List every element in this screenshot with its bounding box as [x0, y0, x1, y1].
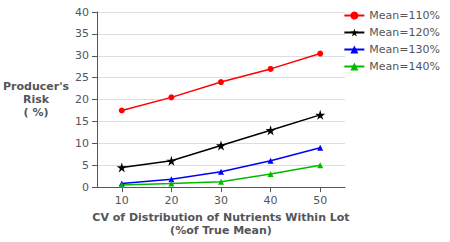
svg-text:40: 40 [264, 194, 278, 207]
svg-text:20: 20 [164, 194, 178, 207]
svg-text:Mean=140%: Mean=140% [369, 60, 440, 73]
svg-text:10: 10 [115, 194, 129, 207]
svg-text:Mean=130%: Mean=130% [369, 43, 440, 56]
svg-text:Producer's: Producer's [3, 80, 70, 93]
svg-text:30: 30 [214, 194, 228, 207]
svg-text:20: 20 [75, 93, 89, 106]
svg-text:25: 25 [75, 71, 89, 84]
svg-text:15: 15 [75, 115, 89, 128]
svg-text:Mean=120%: Mean=120% [369, 26, 440, 39]
svg-text:40: 40 [75, 6, 89, 19]
svg-text:0: 0 [82, 181, 89, 194]
svg-text:Mean=110%: Mean=110% [369, 9, 440, 22]
svg-text:( %): ( %) [24, 106, 49, 119]
svg-text:30: 30 [75, 49, 89, 62]
svg-text:(%of True Mean): (%of True Mean) [170, 224, 272, 237]
svg-text:CV of Distribution of Nutrient: CV of Distribution of Nutrients Within L… [92, 211, 349, 224]
svg-text:35: 35 [75, 27, 89, 40]
svg-text:50: 50 [313, 194, 327, 207]
svg-text:5: 5 [82, 159, 89, 172]
svg-text:Risk: Risk [23, 93, 50, 106]
svg-text:10: 10 [75, 137, 89, 150]
